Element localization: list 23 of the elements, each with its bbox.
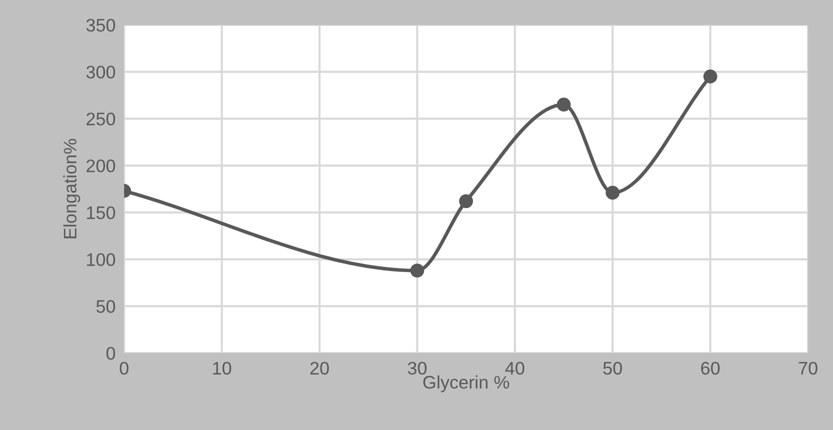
point <box>703 70 718 84</box>
y-tick-label: 300 <box>86 66 116 79</box>
y-tick-label: 150 <box>87 206 116 220</box>
y-tick-label: 100 <box>87 253 116 266</box>
x-tick-label: 50 <box>603 362 622 375</box>
y-axis-title: Elongation% <box>63 138 80 238</box>
y-tick-label: 350 <box>86 18 116 32</box>
x-axis-title: Glycerin % <box>423 375 510 392</box>
y-tick-label: 0 <box>106 346 116 360</box>
x-tick-label: 70 <box>798 362 818 375</box>
point <box>606 186 620 200</box>
x-tick-label: 0 <box>120 362 128 375</box>
x-tick-label: 10 <box>213 362 232 375</box>
x-tick-label: 60 <box>701 362 720 375</box>
x-tick-label: 40 <box>505 362 524 375</box>
point <box>556 98 571 112</box>
x-tick-label: 20 <box>310 362 329 375</box>
x-tick-label: 30 <box>408 362 427 375</box>
y-tick-label: 50 <box>96 300 116 313</box>
point <box>410 264 424 278</box>
point <box>459 194 474 208</box>
y-tick-label: 250 <box>86 112 116 126</box>
y-tick-label: 200 <box>86 159 116 172</box>
